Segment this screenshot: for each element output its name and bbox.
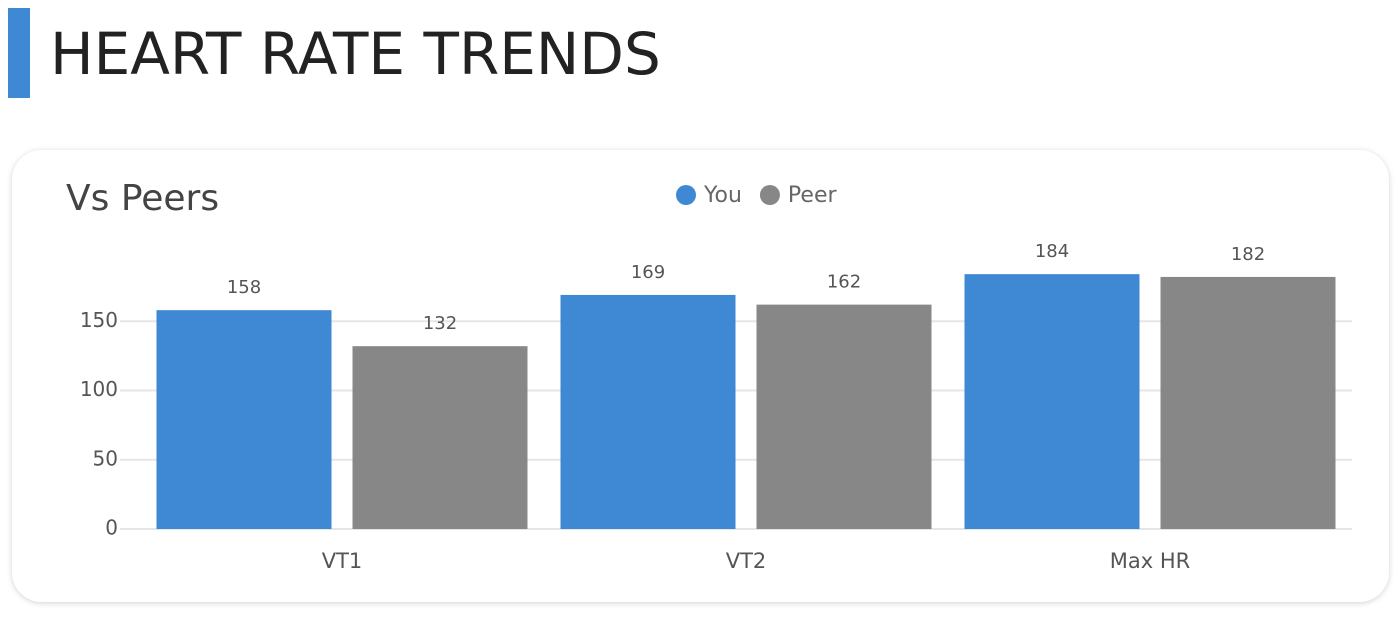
chart: 0 50 100 150 You Peer VT1 158 132 VT2 169 162 Max HR… <box>80 183 1352 573</box>
chart-title: Vs Peers <box>66 178 219 219</box>
title-accent <box>8 8 30 98</box>
bar <box>156 310 332 529</box>
legend-label: Peer <box>788 183 838 208</box>
value-label: 182 <box>1231 244 1265 265</box>
bar <box>756 304 932 529</box>
x-tick-label: VT1 <box>322 549 363 573</box>
value-label: 169 <box>631 262 665 283</box>
y-tick-label: 50 <box>93 446 118 470</box>
page-title: HEART RATE TRENDS <box>50 20 661 88</box>
bar <box>560 294 736 529</box>
legend-marker <box>676 185 696 205</box>
x-tick-label: VT2 <box>726 549 767 573</box>
x-tick-label: Max HR <box>1110 549 1190 573</box>
y-tick-label: 150 <box>80 308 118 332</box>
legend-marker <box>759 185 780 205</box>
legend-label: You <box>703 183 742 208</box>
value-label: 184 <box>1035 241 1069 262</box>
y-tick-label: 100 <box>80 377 118 401</box>
bar <box>1160 276 1336 529</box>
value-label: 158 <box>227 277 261 298</box>
bar <box>352 346 528 529</box>
bar <box>964 274 1140 529</box>
value-label: 162 <box>827 272 861 293</box>
y-tick-label: 0 <box>105 516 118 540</box>
value-label: 132 <box>423 313 457 334</box>
